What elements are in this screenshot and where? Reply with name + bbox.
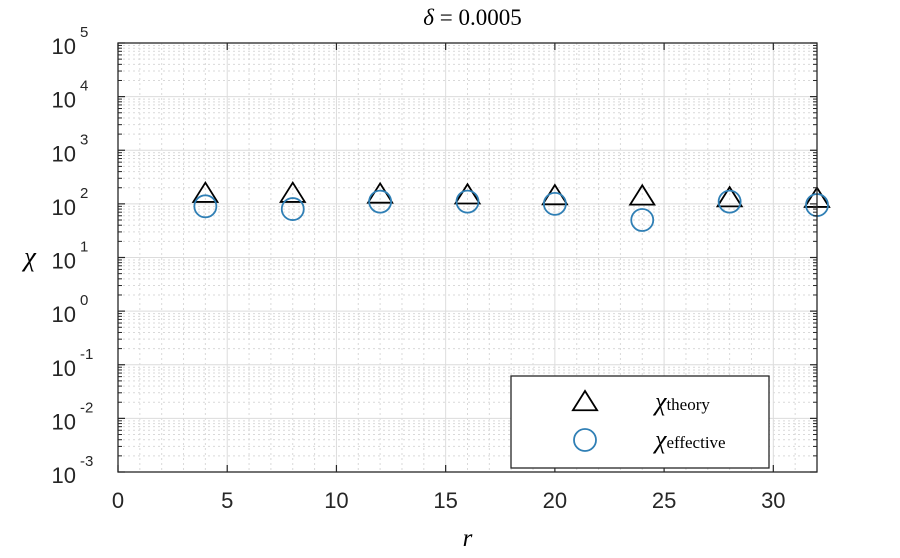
- y-tick-exponent: -3: [80, 453, 93, 470]
- data-point-triangle: [628, 183, 656, 206]
- x-axis-label: r: [463, 525, 473, 552]
- y-tick-base: 10: [52, 409, 76, 434]
- data-point-circle: [455, 189, 480, 214]
- legend-subscript: theory: [666, 395, 710, 414]
- y-tick-exponent: 5: [80, 24, 88, 41]
- x-tick-label: 10: [324, 488, 348, 513]
- y-tick-base: 10: [52, 249, 76, 274]
- x-tick-label: 30: [761, 488, 785, 513]
- ticks: 0 5 10 15 20 25 3010-310-210-11001011021031041…: [52, 24, 817, 513]
- legend-item-theory: χtheory: [571, 387, 710, 416]
- y-tick-base: 10: [52, 88, 76, 113]
- y-axis-label: χ: [21, 242, 37, 272]
- data-point-circle: [368, 189, 393, 214]
- y-tick-base: 10: [52, 302, 76, 327]
- data-point-circle: [193, 194, 218, 219]
- data-point-circle: [717, 189, 742, 214]
- data-point-triangle: [715, 185, 744, 208]
- x-tick-label: 0: [112, 488, 124, 513]
- legend-subscript: effective: [666, 433, 725, 452]
- y-tick-label: 10-1: [52, 346, 94, 381]
- legend-symbol: χ: [652, 425, 667, 454]
- y-tick-base: 10: [52, 195, 76, 220]
- legend-label: χtheory: [652, 387, 710, 416]
- y-tick-base: 10: [52, 356, 76, 381]
- legend-circle-icon: [573, 428, 597, 452]
- y-tick-label: 103: [52, 131, 89, 166]
- data-point-circle: [280, 197, 305, 221]
- y-tick-label: 105: [52, 24, 89, 59]
- legend-label: χeffective: [652, 425, 726, 454]
- x-tick-label: 5: [221, 488, 233, 513]
- y-tick-label: 10-2: [52, 399, 94, 434]
- y-tick-label: 101: [52, 239, 89, 274]
- y-tick-label: 10-3: [52, 453, 94, 488]
- data-point-circle: [542, 191, 567, 216]
- y-tick-exponent: 0: [80, 292, 88, 309]
- y-tick-exponent: 4: [80, 78, 88, 95]
- legend-triangle-icon: [571, 389, 599, 412]
- y-tick-exponent: 2: [80, 185, 88, 202]
- y-tick-base: 10: [52, 141, 76, 166]
- legend-box: [510, 375, 770, 469]
- y-tick-label: 102: [52, 185, 89, 220]
- y-tick-label: 100: [52, 292, 89, 327]
- legend-symbol: χ: [652, 387, 667, 416]
- data-point-triangle: [279, 180, 307, 203]
- x-tick-label: 15: [433, 488, 457, 513]
- data-point-triangle: [453, 182, 482, 205]
- data-point-circle: [630, 208, 655, 232]
- chart-title: δ = 0.0005: [423, 5, 521, 30]
- y-tick-label: 104: [52, 78, 89, 113]
- y-tick-base: 10: [52, 34, 76, 59]
- y-tick-exponent: -1: [80, 346, 93, 363]
- y-tick-exponent: 1: [80, 239, 88, 256]
- title-equation: = 0.0005: [440, 5, 522, 30]
- data-point-triangle: [191, 180, 220, 203]
- y-tick-exponent: -2: [80, 399, 93, 416]
- title-variable: δ: [423, 5, 434, 30]
- y-tick-exponent: 3: [80, 131, 88, 148]
- legend-item-effective: χeffective: [573, 425, 726, 454]
- x-tick-label: 25: [652, 488, 676, 513]
- y-tick-base: 10: [52, 463, 76, 488]
- x-tick-label: 20: [543, 488, 567, 513]
